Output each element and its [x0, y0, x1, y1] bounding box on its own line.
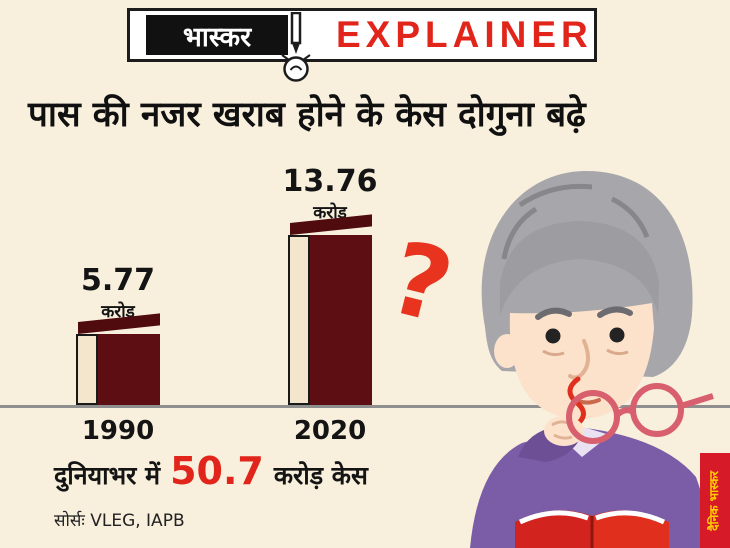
bar-1990	[76, 313, 160, 405]
lightbulb-icon	[281, 12, 311, 82]
bar-side-face	[310, 235, 372, 405]
summary-suffix: करोड़ केस	[273, 461, 368, 490]
bar-value-label-1990: 5.77	[80, 263, 156, 298]
dainik-bhaskar-logo: दैनिक भास्कर	[700, 453, 730, 548]
header-banner: भास्कर EXPLAINER	[127, 8, 597, 62]
source-credit: सोर्सः VLEG, IAPB	[54, 511, 185, 531]
x-axis-line	[0, 405, 730, 408]
brand-name: भास्कर	[182, 21, 252, 53]
bar-2020	[288, 214, 372, 405]
elderly-person-illustration	[470, 170, 720, 548]
x-tick-2020: 2020	[293, 416, 367, 446]
glasses-icon	[566, 383, 714, 444]
brand-badge: भास्कर	[146, 15, 288, 55]
bar-front-face	[76, 334, 98, 405]
bar-value-label-2020: 13.76	[282, 164, 378, 199]
bar-group-2020: 13.76 करोड़	[283, 164, 377, 405]
bar-front-face	[288, 235, 310, 405]
bar-group-1990: 5.77 करोड़	[74, 263, 162, 405]
summary-highlight-number: 50.7	[170, 449, 264, 493]
headline: पास की नजर खराब होने के केस दोगुना बढ़े	[28, 95, 586, 135]
explainer-title: EXPLAINER	[336, 14, 593, 55]
summary-prefix: दुनियाभर में	[54, 461, 161, 490]
dainik-bhaskar-logo-text: दैनिक भास्कर	[707, 470, 722, 531]
x-tick-1990: 1990	[81, 416, 155, 446]
bar-side-face	[98, 334, 160, 405]
summary-line: दुनियाभर में 50.7 करोड़ केस	[54, 449, 368, 493]
book-icon	[515, 510, 669, 548]
question-mark-doodle: ?	[378, 218, 464, 347]
